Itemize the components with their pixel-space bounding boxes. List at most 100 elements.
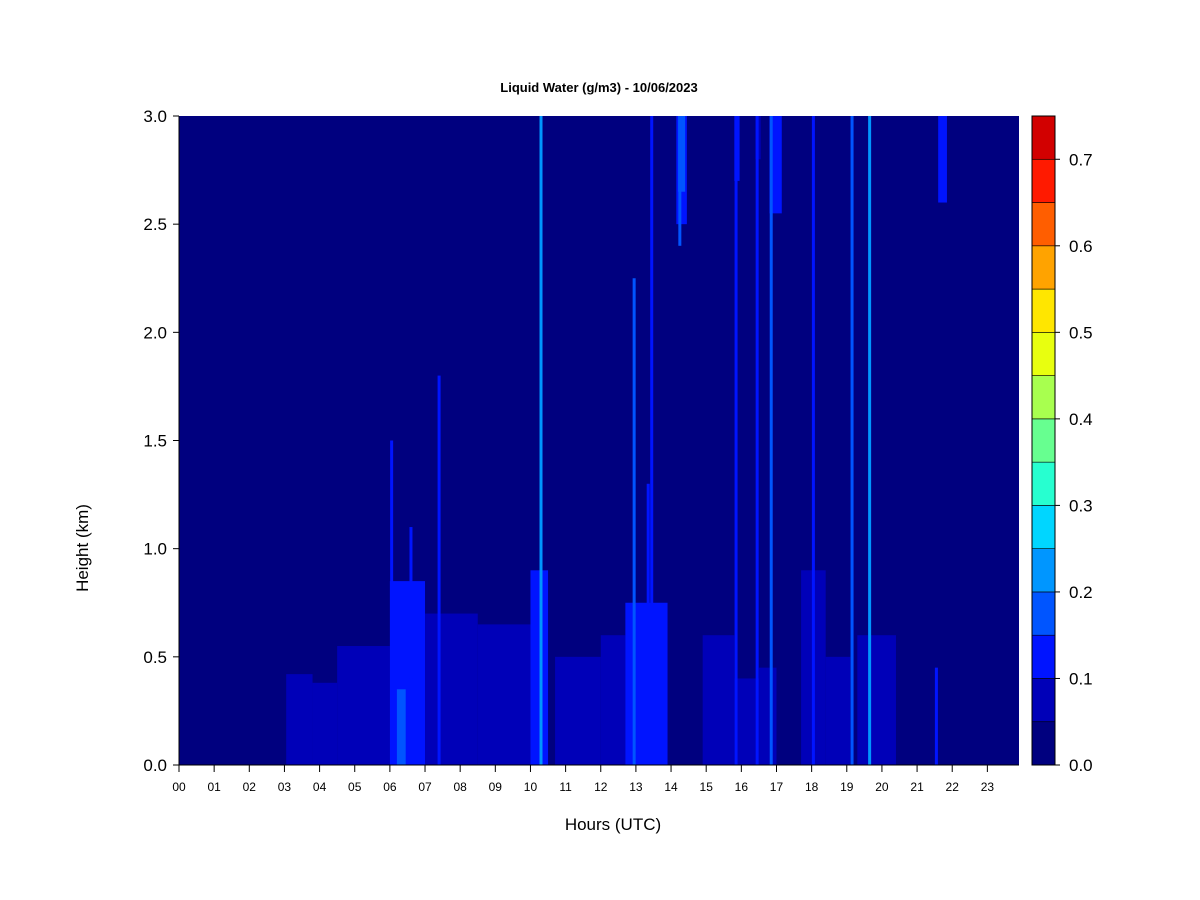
liquid-water-streak bbox=[934, 667, 938, 765]
x-tick-label: 10 bbox=[524, 780, 538, 794]
colorbar-frame bbox=[1031, 115, 1056, 766]
liquid-water-streak bbox=[678, 116, 682, 246]
y-tick-label: 0.5 bbox=[143, 648, 167, 667]
x-tick-label: 05 bbox=[348, 780, 362, 794]
colorbar-segment bbox=[1031, 375, 1056, 420]
y-tick-label: 3.0 bbox=[143, 107, 167, 126]
x-tick-label: 18 bbox=[805, 780, 819, 794]
liquid-water-region bbox=[938, 116, 947, 203]
y-tick-label: 1.0 bbox=[143, 540, 167, 559]
x-tick-label: 09 bbox=[489, 780, 503, 794]
x-tick-label: 03 bbox=[278, 780, 292, 794]
colorbar-tick-label: 0.4 bbox=[1069, 410, 1093, 429]
y-tick-label: 0.0 bbox=[143, 756, 167, 775]
liquid-water-streak bbox=[535, 591, 539, 765]
x-tick-label: 21 bbox=[910, 780, 924, 794]
x-tick-label: 13 bbox=[629, 780, 643, 794]
colorbar-tick-label: 0.2 bbox=[1069, 583, 1093, 602]
x-tick-label: 16 bbox=[735, 780, 749, 794]
liquid-water-streak bbox=[850, 116, 854, 765]
colorbar-segment bbox=[1031, 461, 1056, 506]
x-tick-label: 19 bbox=[840, 780, 854, 794]
liquid-water-region bbox=[625, 602, 668, 765]
liquid-water-region bbox=[530, 570, 549, 765]
liquid-water-streak bbox=[734, 116, 738, 765]
chart-title: Liquid Water (g/m3) - 10/06/2023 bbox=[500, 80, 697, 95]
y-tick-label: 2.5 bbox=[143, 215, 167, 234]
liquid-water-region bbox=[477, 624, 531, 765]
colorbar-segment bbox=[1031, 115, 1056, 160]
colorbar-segment bbox=[1031, 202, 1056, 247]
colorbar-segment bbox=[1031, 548, 1056, 593]
x-tick-label: 14 bbox=[664, 780, 678, 794]
liquid-water-region bbox=[678, 116, 686, 192]
liquid-water-streak bbox=[390, 440, 394, 765]
liquid-water-regions bbox=[286, 116, 947, 765]
x-tick-label: 01 bbox=[207, 780, 221, 794]
x-axis: 00 01 02 03 04 05 06 07 08 09 10 11 12 13 14 15 16 17 18 19… bbox=[172, 764, 1019, 794]
x-tick-label: 02 bbox=[243, 780, 257, 794]
colorbar-segment bbox=[1031, 332, 1056, 376]
colorbar-segment bbox=[1031, 721, 1056, 766]
colorbar-segment bbox=[1031, 634, 1056, 679]
liquid-water-streak bbox=[539, 116, 543, 765]
colorbar-tick-label: 0.0 bbox=[1069, 756, 1093, 775]
x-tick-label: 23 bbox=[981, 780, 995, 794]
y-axis-ticks: 0.0 0.5 1.0 1.5 2.0 2.5 3.0 bbox=[143, 107, 179, 775]
liquid-water-region bbox=[286, 674, 313, 765]
liquid-water-region bbox=[396, 689, 406, 765]
liquid-water-region bbox=[857, 635, 896, 765]
liquid-water-region bbox=[555, 656, 601, 765]
colorbar-segment bbox=[1031, 418, 1056, 463]
colorbar-tick-label: 0.5 bbox=[1069, 323, 1093, 342]
colorbar-tick-label: 0.3 bbox=[1069, 496, 1093, 515]
liquid-water-streaks bbox=[390, 116, 938, 765]
liquid-water-streak bbox=[769, 116, 773, 765]
liquid-water-region bbox=[825, 656, 851, 765]
liquid-water-region bbox=[758, 667, 777, 765]
liquid-water-streak bbox=[437, 375, 441, 765]
x-tick-label: 20 bbox=[875, 780, 889, 794]
liquid-water-region bbox=[312, 682, 338, 765]
liquid-water-streak bbox=[646, 483, 650, 765]
liquid-water-region bbox=[600, 635, 626, 765]
x-tick-label: 15 bbox=[700, 780, 714, 794]
x-tick-label: 11 bbox=[559, 780, 572, 794]
colorbar-segment bbox=[1031, 158, 1056, 203]
x-tick-label: 17 bbox=[770, 780, 784, 794]
colorbar-tick-label: 0.1 bbox=[1069, 669, 1093, 688]
colorbar-segment bbox=[1031, 678, 1056, 723]
x-tick-label: 12 bbox=[594, 780, 608, 794]
colorbar-segment bbox=[1031, 245, 1056, 290]
colorbar-segment bbox=[1031, 288, 1056, 333]
colorbar-segment bbox=[1031, 591, 1056, 636]
colorbar: 0.0 0.1 0.2 0.3 0.4 0.5 0.6 0.7 bbox=[1031, 115, 1093, 775]
colorbar-segment bbox=[1031, 505, 1056, 549]
liquid-water-region bbox=[337, 646, 390, 765]
y-axis-label: Height (km) bbox=[73, 504, 92, 592]
x-tick-label: 00 bbox=[172, 780, 186, 794]
liquid-water-streak bbox=[650, 116, 654, 765]
x-tick-label: 22 bbox=[946, 780, 960, 794]
y-axis: 0.0 0.5 1.0 1.5 2.0 2.5 3.0 bbox=[143, 107, 180, 775]
colorbar-tick-label: 0.6 bbox=[1069, 237, 1093, 256]
x-tick-label: 06 bbox=[383, 780, 397, 794]
plot-area bbox=[179, 116, 1019, 765]
liquid-water-streak bbox=[755, 116, 759, 765]
x-tick-label: 07 bbox=[418, 780, 432, 794]
x-axis-ticks: 00 01 02 03 04 05 06 07 08 09 10 11 12 13 14 15 16 17 18 19… bbox=[172, 765, 994, 794]
x-axis-label: Hours (UTC) bbox=[565, 815, 661, 834]
x-tick-label: 04 bbox=[313, 780, 327, 794]
liquid-water-streak bbox=[868, 116, 872, 765]
x-tick-label: 08 bbox=[453, 780, 467, 794]
y-tick-label: 2.0 bbox=[143, 323, 167, 342]
liquid-water-region bbox=[425, 613, 478, 765]
liquid-water-streak bbox=[632, 278, 636, 765]
liquid-water-region bbox=[734, 678, 759, 765]
colorbar-tick-label: 0.7 bbox=[1069, 150, 1093, 169]
liquid-water-streak bbox=[409, 527, 413, 765]
y-tick-label: 1.5 bbox=[143, 432, 167, 451]
liquid-water-region bbox=[702, 635, 735, 765]
liquid-water-streak bbox=[811, 116, 815, 765]
